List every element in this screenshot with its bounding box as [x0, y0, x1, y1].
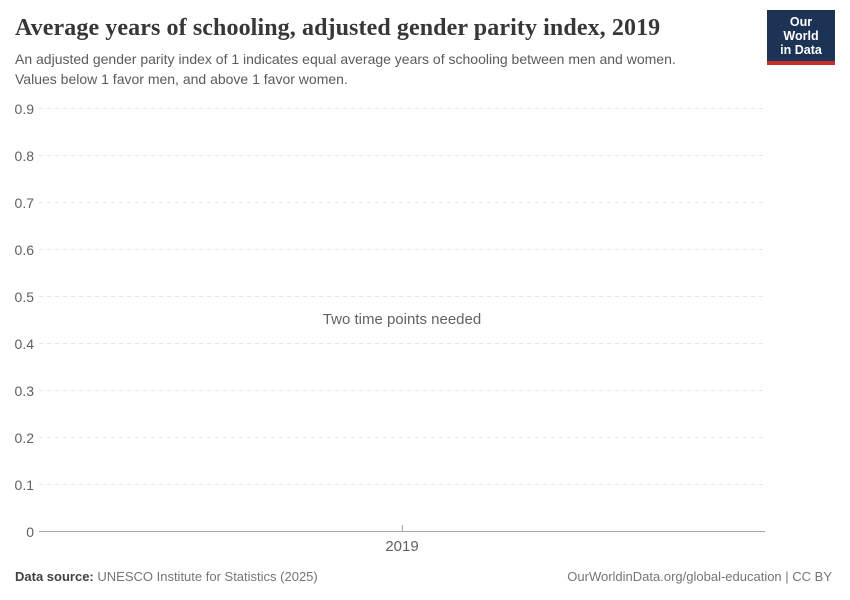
chart-subtitle: An adjusted gender parity index of 1 ind…: [15, 49, 745, 89]
chart-footer: Data source: UNESCO Institute for Statis…: [15, 569, 832, 585]
gridline: [39, 343, 764, 344]
y-tick-label: 0.1: [14, 476, 34, 493]
credit-link[interactable]: OurWorldinData.org/global-education | CC…: [567, 569, 832, 584]
gridline: [39, 390, 764, 391]
owid-logo-line-2: in Data: [780, 43, 822, 57]
footer-credit: OurWorldinData.org/global-education | CC…: [567, 569, 832, 585]
y-tick-label: 0.3: [14, 382, 34, 399]
y-tick-label: 0.7: [14, 194, 34, 211]
data-source: Data source: UNESCO Institute for Statis…: [15, 569, 318, 585]
gridline: [39, 108, 764, 109]
y-tick-label: 0.8: [14, 147, 34, 164]
y-tick-label: 0.6: [14, 241, 34, 258]
data-source-label: Data source:: [15, 569, 94, 584]
gridline: [39, 202, 764, 203]
data-source-value: UNESCO Institute for Statistics (2025): [97, 569, 318, 584]
owid-logo: Our World in Data: [767, 10, 835, 65]
y-tick-label: 0: [26, 523, 34, 540]
x-axis-tick: [402, 525, 403, 532]
subtitle-line-2: Values below 1 favor men, and above 1 fa…: [15, 71, 348, 87]
y-tick-label: 0.5: [14, 288, 34, 305]
gridline: [39, 249, 764, 250]
gridline: [39, 155, 764, 156]
gridline: [39, 296, 764, 297]
y-tick-label: 0.2: [14, 429, 34, 446]
y-tick-label: 0.4: [14, 335, 34, 352]
subtitle-line-1: An adjusted gender parity index of 1 ind…: [15, 51, 676, 67]
page-title: Average years of schooling, adjusted gen…: [15, 15, 661, 41]
gridline: [39, 484, 764, 485]
x-tick-label: 2019: [385, 538, 419, 555]
empty-chart-message: Two time points needed: [322, 311, 482, 328]
gridline: [39, 437, 764, 438]
owid-logo-line-1: Our World: [783, 15, 819, 43]
y-tick-label: 0.9: [14, 100, 34, 117]
